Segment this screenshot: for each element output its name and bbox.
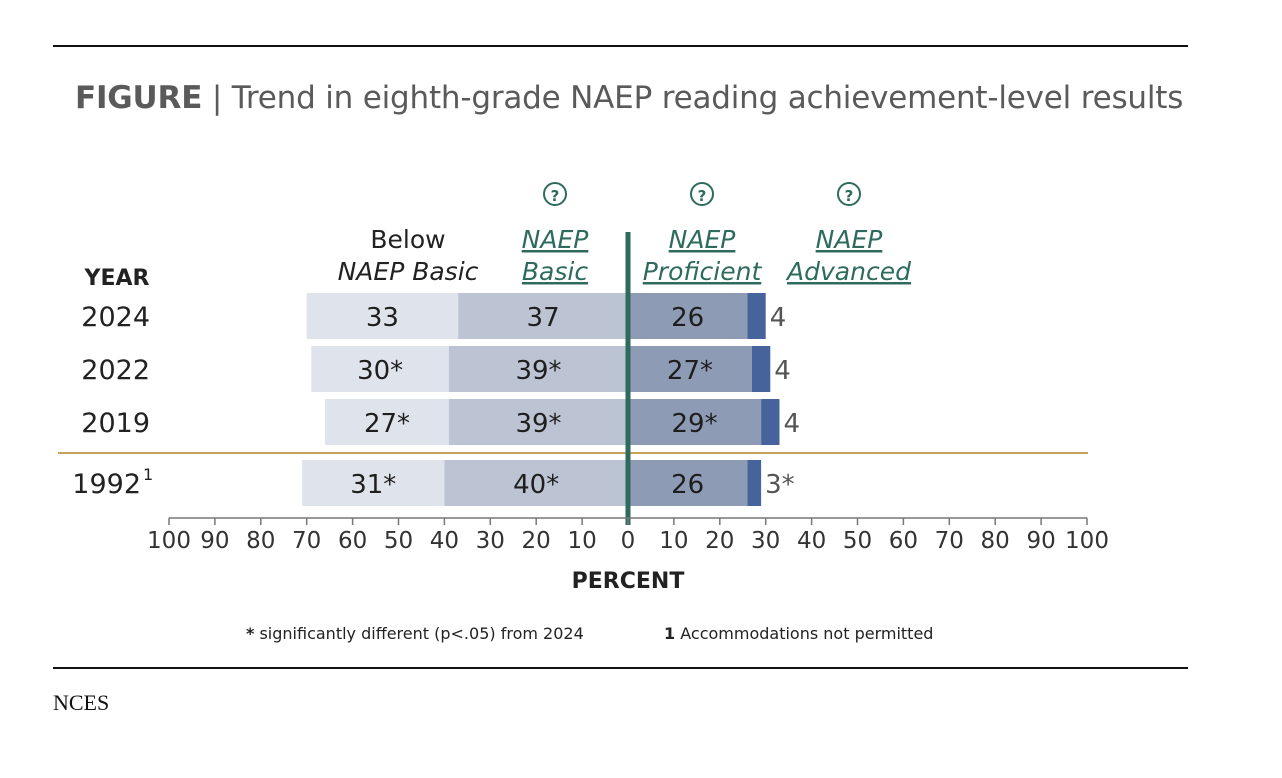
- bar-segment-proficient: [628, 293, 748, 339]
- bar-segment-proficient: [628, 460, 748, 506]
- year-label: 2022: [81, 355, 150, 386]
- legend-label-line2: NAEP Basic: [338, 257, 479, 286]
- bar-segment-advanced: [751, 346, 771, 392]
- bar-segment-basic: [448, 399, 628, 445]
- legend-label-line1[interactable]: NAEP: [522, 225, 590, 254]
- x-tick-label: 60: [338, 528, 367, 554]
- legend-label-line1[interactable]: NAEP: [816, 225, 884, 254]
- bar-value-label: 40*: [513, 470, 559, 500]
- x-tick-label: 10: [567, 528, 596, 554]
- help-icon[interactable]: [690, 182, 714, 206]
- bar-segment-below-basic: [325, 399, 449, 445]
- x-tick-label: 90: [1026, 528, 1055, 554]
- source-credit: NCES: [53, 690, 110, 715]
- bar-value-label: 37: [527, 303, 560, 333]
- figure-title: FIGURE | Trend in eighth-grade NAEP read…: [75, 80, 1183, 116]
- x-tick-label: 50: [384, 528, 413, 554]
- help-icon[interactable]: [543, 182, 567, 206]
- bar-value-label-advanced: 3*: [765, 470, 795, 500]
- bar-segment-basic: [444, 460, 628, 506]
- help-icon[interactable]: [837, 182, 861, 206]
- bar-segment-basic: [448, 346, 628, 392]
- x-tick-label: 20: [705, 528, 734, 554]
- bar-value-label: 26: [671, 303, 704, 333]
- footnote-accommodation-text: Accommodations not permitted: [680, 624, 934, 643]
- x-tick-label: 30: [751, 528, 780, 554]
- x-tick-label: 0: [621, 528, 636, 554]
- bar-value-label: 39*: [515, 409, 561, 439]
- footnote-accommodation-mark: 1: [664, 624, 676, 643]
- x-tick-label: 90: [200, 528, 229, 554]
- footnote-significance-text: significantly different (p<.05) from 202…: [259, 624, 584, 643]
- bar-value-label-advanced: 4: [770, 303, 787, 333]
- bar-segment-below-basic: [306, 293, 459, 339]
- top-rule: [53, 45, 1188, 47]
- x-tick-label: 70: [935, 528, 964, 554]
- x-tick-label: 80: [981, 528, 1010, 554]
- bar-value-label-advanced: 4: [783, 409, 800, 439]
- bar-value-label: 30*: [357, 356, 403, 386]
- x-tick-label: 30: [476, 528, 505, 554]
- x-axis-title: PERCENT: [572, 569, 685, 594]
- figure-separator: |: [211, 80, 223, 116]
- bar-value-label: 27*: [667, 356, 713, 386]
- year-label: 1992: [72, 469, 141, 500]
- x-tick-label: 70: [292, 528, 321, 554]
- bar-value-label: 31*: [350, 470, 396, 500]
- help-icon-glyph[interactable]: ?: [845, 187, 854, 205]
- x-tick-label: 40: [430, 528, 459, 554]
- bar-segment-basic: [458, 293, 628, 339]
- year-label: 2019: [81, 408, 150, 439]
- help-icon-glyph[interactable]: ?: [698, 187, 707, 205]
- x-tick-label: 20: [522, 528, 551, 554]
- legend-label-line2[interactable]: Basic: [522, 257, 588, 286]
- bar-value-label: 33: [366, 303, 399, 333]
- x-tick-label: 40: [797, 528, 826, 554]
- help-icon-glyph[interactable]: ?: [551, 187, 560, 205]
- bar-segment-advanced: [747, 293, 766, 339]
- footnote-significance-mark: *: [246, 624, 255, 643]
- x-tick-label: 50: [843, 528, 872, 554]
- bar-value-label: 27*: [364, 409, 410, 439]
- bar-segment-proficient: [628, 399, 762, 445]
- footnote-accommodation: 1 Accommodations not permitted: [664, 624, 933, 643]
- bar-value-label: 29*: [672, 409, 718, 439]
- legend-label-line1[interactable]: NAEP: [669, 225, 737, 254]
- x-tick-label: 100: [147, 528, 191, 554]
- legend-label-line1: Below: [370, 225, 445, 254]
- year-label: 2024: [81, 302, 150, 333]
- footnote-significance: * significantly different (p<.05) from 2…: [246, 624, 584, 643]
- bar-segment-below-basic: [311, 346, 449, 392]
- x-tick-label: 10: [659, 528, 688, 554]
- x-tick-label: 60: [889, 528, 918, 554]
- bar-value-label: 26: [671, 470, 704, 500]
- bar-segment-advanced: [761, 399, 780, 445]
- legend-label-line2[interactable]: Advanced: [785, 257, 911, 286]
- figure-title-text: Trend in eighth-grade NAEP reading achie…: [231, 80, 1184, 116]
- bar-segment-advanced: [747, 460, 762, 506]
- year-superscript: 1: [143, 465, 153, 484]
- bar-segment-below-basic: [302, 460, 445, 506]
- bar-value-label: 39*: [515, 356, 561, 386]
- legend-label-line2[interactable]: Proficient: [643, 257, 763, 286]
- bar-value-label-advanced: 4: [774, 356, 791, 386]
- figure-label: FIGURE: [75, 80, 203, 116]
- x-tick-label: 80: [246, 528, 275, 554]
- x-tick-label: 100: [1065, 528, 1109, 554]
- y-axis-title: YEAR: [84, 266, 150, 291]
- bottom-rule: [53, 667, 1188, 669]
- bar-segment-proficient: [628, 346, 752, 392]
